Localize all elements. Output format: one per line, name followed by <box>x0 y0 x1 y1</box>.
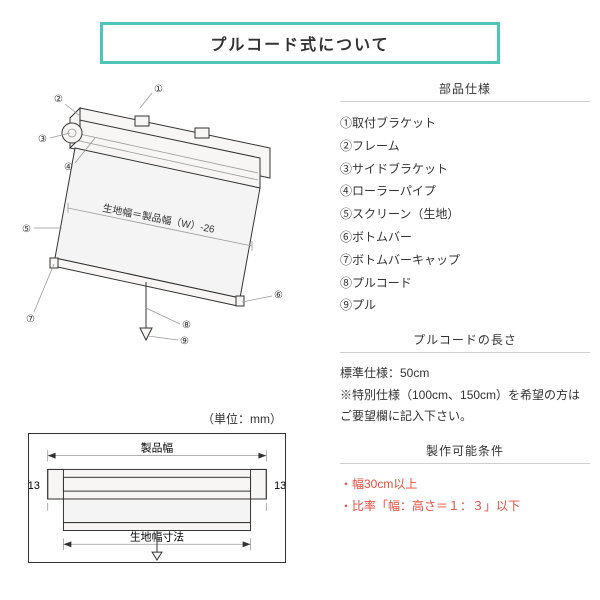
part-item: ⑤スクリーン（生地） <box>340 203 590 226</box>
cond-text: ・幅30cm以上 ・比率「幅：高さ＝１：３」以下 <box>340 474 590 517</box>
part-item: ⑥ボトムバー <box>340 226 590 249</box>
length-text: 標準仕様：50cm ※特別仕様（100cm、150cm）を希望の方はご要望欄に記… <box>340 363 590 428</box>
parts-list: ①取付ブラケット ②フレーム ③サイドブラケット ④ローラーパイプ ⑤スクリーン… <box>340 112 590 317</box>
front-view: （単位：mm） 製品幅 13 13 生地幅寸法 <box>28 410 288 566</box>
svg-text:⑤: ⑤ <box>22 224 31 235</box>
part-item: ⑨プル <box>340 294 590 317</box>
part-item: ⑧プルコード <box>340 272 590 295</box>
svg-text:④: ④ <box>64 162 73 173</box>
svg-text:①: ① <box>154 84 163 95</box>
margin-left: 13 <box>28 480 40 492</box>
cond-section-title: 製作可能条件 <box>340 442 590 464</box>
svg-text:②: ② <box>54 94 63 105</box>
part-item: ④ローラーパイプ <box>340 180 590 203</box>
margin-right: 13 <box>274 480 286 492</box>
front-svg: 製品幅 13 13 生地幅寸法 <box>28 433 286 563</box>
page-title: プルコード式について <box>210 37 389 54</box>
svg-text:⑥: ⑥ <box>274 290 283 301</box>
svg-text:⑦: ⑦ <box>26 314 35 325</box>
parts-section-title: 部品仕様 <box>340 80 590 102</box>
product-width-label: 製品幅 <box>141 441 174 455</box>
svg-text:⑨: ⑨ <box>180 336 189 347</box>
product-diagram: 生地幅＝製品幅（W）-26 ① ② ③ ④ ⑤ ⑥ ⑦ ⑧ ⑨ <box>20 78 310 358</box>
cond-1: ・幅30cm以上 <box>340 474 590 496</box>
unit-label: （単位：mm） <box>28 410 288 427</box>
part-item: ⑦ボトムバーキャップ <box>340 249 590 272</box>
cond-2: ・比率「幅：高さ＝１：３」以下 <box>340 496 590 518</box>
length-section-title: プルコードの長さ <box>340 331 590 353</box>
spec-column: 部品仕様 ①取付ブラケット ②フレーム ③サイドブラケット ④ローラーパイプ ⑤… <box>340 80 590 517</box>
part-item: ①取付ブラケット <box>340 112 590 135</box>
part-item: ③サイドブラケット <box>340 158 590 181</box>
title-box: プルコード式について <box>100 22 500 64</box>
svg-text:③: ③ <box>38 134 47 145</box>
svg-text:⑧: ⑧ <box>182 320 191 331</box>
part-item: ②フレーム <box>340 135 590 158</box>
length-standard: 標準仕様：50cm <box>340 363 590 385</box>
length-special: ※特別仕様（100cm、150cm）を希望の方はご要望欄に記入下さい。 <box>340 385 590 428</box>
